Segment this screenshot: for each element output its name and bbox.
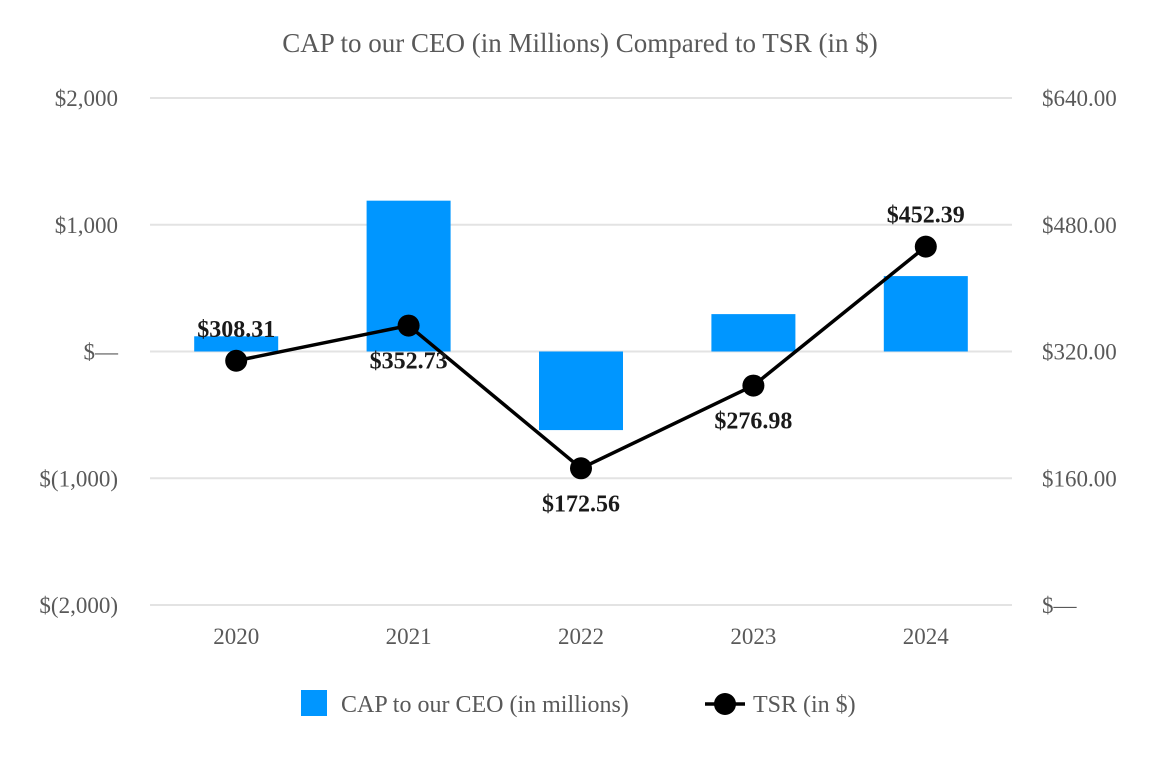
right-tick-label: $480.00 [1042, 213, 1117, 238]
x-tick-label: 2023 [730, 624, 776, 649]
right-tick-label: $640.00 [1042, 86, 1117, 111]
legend-line-marker [714, 693, 736, 715]
tsr-data-label: $276.98 [714, 409, 792, 435]
x-tick-label: 2024 [903, 624, 950, 649]
tsr-data-labels: $308.31 $352.73 $172.56 $276.98 $452.39 [197, 203, 965, 518]
tsr-point [914, 235, 937, 258]
left-tick-label: $(1,000) [39, 466, 118, 491]
x-tick-label: 2022 [558, 624, 604, 649]
cap-bars [194, 200, 968, 431]
left-axis-tick-labels: $2,000 $1,000 $— $(1,000) $(2,000) [39, 86, 119, 618]
left-tick-label: $2,000 [55, 86, 118, 111]
tsr-data-label: $352.73 [370, 349, 448, 375]
cap-bar [194, 336, 279, 352]
x-tick-label: 2020 [213, 624, 259, 649]
tsr-point [397, 314, 420, 337]
x-tick-label: 2021 [386, 624, 432, 649]
right-axis-tick-labels: $640.00 $480.00 $320.00 $160.00 $— [1042, 86, 1117, 618]
cap-bar [711, 314, 796, 352]
right-tick-label: $— [1042, 593, 1078, 618]
chart-title: CAP to our CEO (in Millions) Compared to… [282, 28, 878, 58]
cap-bar [883, 276, 968, 352]
x-axis-tick-labels: 2020 2021 2022 2023 2024 [213, 624, 949, 649]
cap-bar [539, 351, 623, 431]
left-tick-label: $(2,000) [39, 593, 118, 618]
tsr-data-label: $452.39 [887, 203, 965, 229]
tsr-point [570, 457, 592, 480]
tsr-point [742, 374, 765, 397]
right-tick-label: $320.00 [1042, 340, 1117, 365]
legend: CAP to our CEO (in millions) TSR (in $) [301, 690, 856, 718]
left-tick-label: $— [84, 340, 120, 365]
legend-line-label: TSR (in $) [753, 692, 856, 718]
tsr-data-label: $308.31 [197, 317, 275, 343]
tsr-data-label: $172.56 [542, 491, 620, 517]
tsr-line-series [225, 235, 937, 480]
legend-bar-swatch [301, 690, 327, 716]
tsr-point [225, 349, 248, 372]
right-tick-label: $160.00 [1042, 466, 1117, 491]
legend-bar-label: CAP to our CEO (in millions) [341, 692, 629, 718]
left-tick-label: $1,000 [55, 213, 118, 238]
